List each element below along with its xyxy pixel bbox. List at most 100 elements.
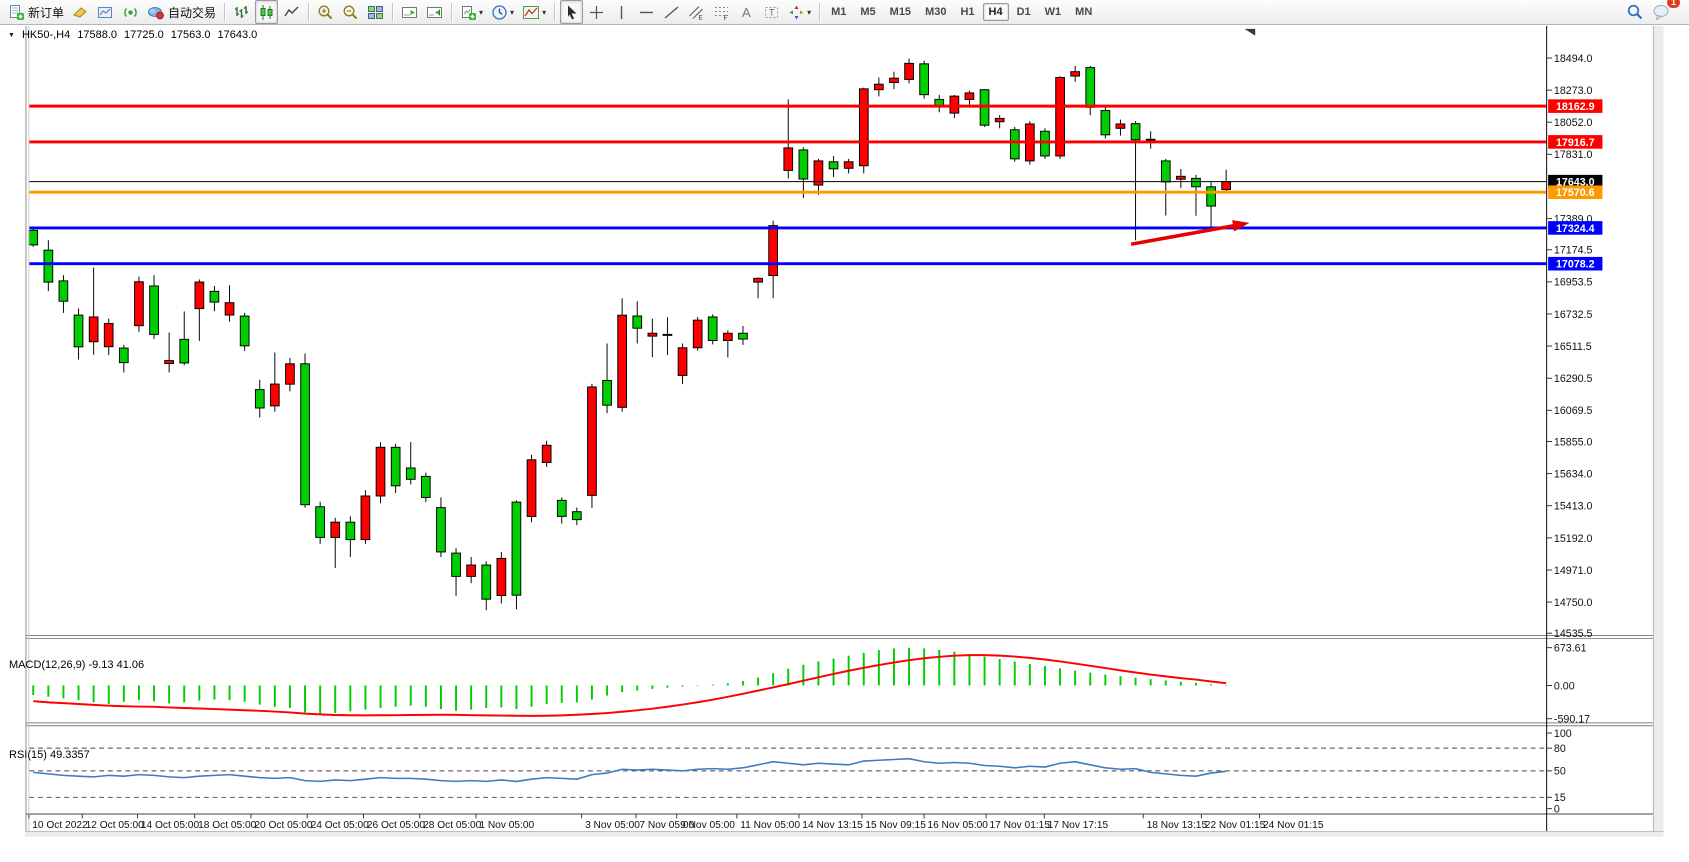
svg-text:T: T [769,7,775,17]
svg-text:17 Nov 17:15: 17 Nov 17:15 [1048,820,1109,831]
auto-scroll-button[interactable] [398,0,421,24]
search-button[interactable] [1623,0,1647,24]
svg-text:0.00: 0.00 [1554,680,1575,692]
notification-badge: 1 [1666,0,1680,8]
zoom-out-icon [342,4,359,21]
svg-text:A: A [742,5,751,20]
svg-text:18052.0: 18052.0 [1554,117,1593,129]
svg-text:16 Nov 05:00: 16 Nov 05:00 [927,820,988,831]
hline-icon [638,4,655,21]
price-tag-18162.9: 18162.9 [1548,99,1603,113]
auto-trading-button[interactable]: 自动交易 [144,0,219,24]
ohlc-open: 17588.0 [77,29,117,41]
toolbar-separator [392,2,394,22]
periods-button[interactable]: ▾ [488,0,517,24]
price-axis[interactable]: 18494.0 18273.0 18052.0 17831.0 17389.0 17174… [1547,53,1593,640]
toolbar-separator [224,2,226,22]
svg-text:15 Nov 09:15: 15 Nov 09:15 [865,820,926,831]
macd-indicator-label: MACD(12,26,9) -9.13 41.06 [9,659,145,671]
indicators-icon [522,4,540,21]
svg-text:18 Oct 05:00: 18 Oct 05:00 [198,820,257,831]
toolbar-separator [451,2,453,22]
trade-history-button[interactable] [69,0,92,24]
svg-text:17643.0: 17643.0 [1556,177,1595,189]
crosshair-button[interactable] [585,0,608,24]
price-tag-17078.2: 17078.2 [1548,256,1603,271]
svg-text:12 Oct 05:00: 12 Oct 05:00 [86,820,145,831]
timeframe-h1-button[interactable]: H1 [960,6,975,18]
rsi-indicator-label: RSI(15) 49.3357 [9,749,90,761]
svg-text:673.61: 673.61 [1554,643,1587,655]
text-label-button[interactable]: T [760,0,783,24]
indicators-button[interactable]: ▾ [519,0,549,24]
zoom-out-button[interactable] [339,0,362,24]
svg-text:3 Nov 05:00: 3 Nov 05:00 [585,820,640,831]
toolbar-right-group: 1 [1622,0,1680,24]
new-order-button[interactable]: 新订单 [5,0,67,24]
svg-text:16069.5: 16069.5 [1554,405,1593,417]
svg-text:0: 0 [1554,804,1560,816]
fibonacci-button[interactable]: F [710,0,733,24]
svg-text:15634.0: 15634.0 [1554,468,1593,480]
dropdown-arrow-icon[interactable]: ▾ [510,7,515,17]
arrows-objects-button[interactable]: ▾ [785,0,814,24]
svg-text:17078.2: 17078.2 [1556,259,1595,271]
svg-text:17831.0: 17831.0 [1554,149,1593,161]
timeframe-m5-button[interactable]: M5 [860,6,876,18]
red-arrow-annotation[interactable] [1130,220,1250,246]
timeframe-h4-button[interactable]: H4 [982,3,1009,21]
chart-background[interactable] [25,26,1664,837]
svg-text:24 Oct 05:00: 24 Oct 05:00 [311,820,370,831]
tile-windows-icon [367,4,384,21]
notifications-button[interactable]: 1 [1649,0,1680,24]
trade-history-icon [72,4,89,21]
new-chart-button[interactable]: ▾ [457,0,486,24]
symbol-dropdown-icon[interactable]: ▼ [8,31,15,39]
line-chart-icon [283,4,300,21]
trendline-icon [663,4,680,21]
timeframe-d1-button[interactable]: D1 [1016,6,1031,18]
svg-text:15855.0: 15855.0 [1554,436,1593,448]
chart-shift-button[interactable] [423,0,446,24]
pane-separator[interactable] [25,635,1664,815]
window-right-frame [1652,26,1664,837]
chart-canvas[interactable]: 18494.0 18273.0 18052.0 17831.0 17389.0 17174… [0,26,1689,862]
toolbar: 新订单 自动交易 ▾ ▾ ▾ E F A T ▾ M1 M5 M15 M30 H1 H4 D1 W1 MN 1 [0,0,1689,25]
text-button[interactable]: A [735,0,758,24]
svg-text:17 Nov 01:15: 17 Nov 01:15 [989,820,1050,831]
tile-windows-button[interactable] [364,0,387,24]
horizontal-line-button[interactable] [635,0,658,24]
dropdown-arrow-icon[interactable]: ▾ [542,7,547,17]
dropdown-arrow-icon[interactable]: ▾ [479,7,484,17]
signals-button[interactable] [119,0,142,24]
text-label-icon: T [763,4,780,21]
svg-text:14750.0: 14750.0 [1554,597,1593,609]
svg-text:F: F [724,15,728,21]
timeframe-mn-button[interactable]: MN [1075,6,1093,18]
auto-scroll-icon [401,4,418,21]
dropdown-arrow-icon[interactable]: ▾ [807,7,812,17]
trendline-button[interactable] [660,0,683,24]
cursor-button[interactable] [560,0,584,24]
symbol-name: HK50-,H4 [21,29,71,41]
svg-text:18494.0: 18494.0 [1554,53,1593,65]
timeframe-w1-button[interactable]: W1 [1044,6,1062,18]
toolbar-separator [554,2,556,22]
timeframe-m15-button[interactable]: M15 [889,6,912,18]
equidistant-channel-button[interactable]: E [685,0,708,24]
new-order-icon [8,4,25,21]
symbol-info-bar[interactable]: ▼ HK50-,H4 17588.0 17725.0 17563.0 17643… [8,29,257,41]
bar-chart-button[interactable] [230,0,253,24]
timeframe-m30-button[interactable]: M30 [925,6,947,18]
line-chart-button[interactable] [280,0,303,24]
svg-text:22 Nov 01:15: 22 Nov 01:15 [1205,820,1266,831]
vertical-line-button[interactable] [610,0,633,24]
timeframe-m1-button[interactable]: M1 [831,6,847,18]
candlestick-icon [258,4,275,21]
candlestick-chart-button[interactable] [255,0,279,24]
market-watch-button[interactable] [94,0,117,24]
svg-text:24 Nov 01:15: 24 Nov 01:15 [1263,820,1324,831]
zoom-in-button[interactable] [314,0,337,24]
toolbar-separator [308,2,310,22]
